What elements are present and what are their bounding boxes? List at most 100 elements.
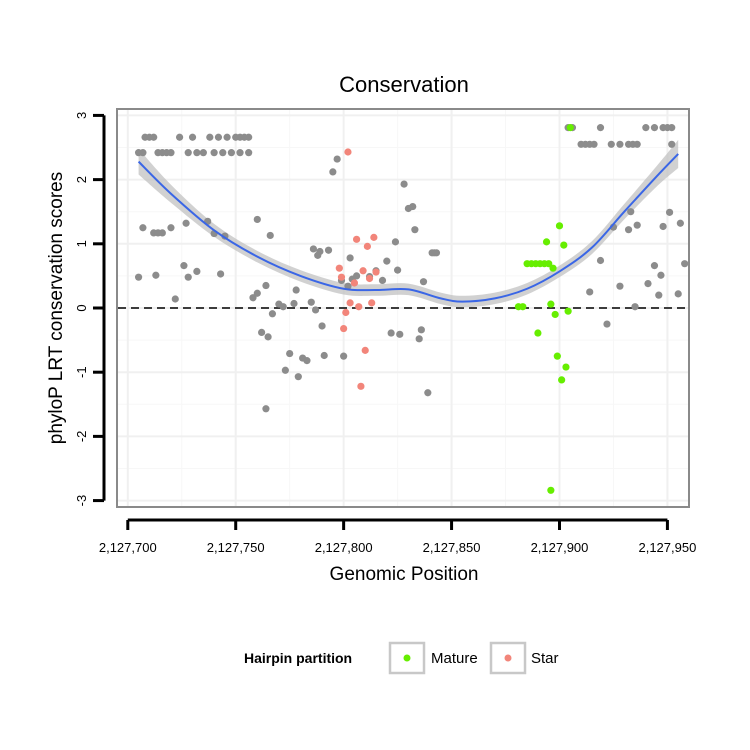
data-point-other: [184, 149, 192, 157]
data-point-other: [344, 282, 352, 290]
legend-label-mature: Mature: [431, 650, 478, 667]
data-point-other: [607, 140, 615, 148]
legend-title: Hairpin partition: [244, 650, 352, 666]
data-point-star: [337, 273, 346, 281]
legend: Hairpin partition Mature Star: [244, 641, 559, 675]
data-point-other: [603, 320, 611, 328]
smooth-trend-line: [137, 153, 679, 303]
data-point-other: [346, 254, 354, 262]
legend-swatch-mature: [403, 654, 411, 662]
data-point-star: [355, 303, 363, 311]
data-point-other: [292, 286, 300, 294]
data-point-star: [346, 299, 354, 307]
plot-panel: [116, 108, 690, 508]
data-point-other: [316, 247, 324, 256]
data-point-star: [365, 274, 374, 283]
x-axis: 2,127,700 2,127,750 2,127,800 2,127,850 2,12…: [99, 518, 696, 555]
data-point-other: [303, 357, 311, 365]
data-point-other: [188, 133, 197, 141]
data-point-other: [318, 322, 326, 330]
data-point-other: [253, 289, 261, 297]
data-point-star: [342, 308, 350, 317]
data-point-other: [171, 295, 179, 303]
data-point-star: [359, 267, 367, 275]
data-point-other: [340, 352, 348, 360]
legend-swatch-star: [504, 654, 512, 662]
data-point-other: [629, 140, 637, 148]
data-point-other: [182, 219, 190, 227]
data-point-other: [210, 149, 218, 157]
data-point-other: [417, 326, 425, 334]
data-point-other: [311, 306, 320, 314]
x-tick-label: 2,127,950: [638, 540, 696, 555]
data-point-other: [387, 329, 395, 337]
data-point-other: [167, 149, 175, 157]
x-tick-label: 2,127,750: [207, 540, 265, 555]
y-axis-title: phyloP LRT conservation scores: [46, 172, 67, 445]
data-point-other: [279, 303, 287, 311]
data-point-star: [370, 233, 378, 241]
x-tick-label: 2,127,700: [99, 540, 157, 555]
data-point-other: [236, 149, 244, 157]
data-point-star: [350, 279, 359, 287]
data-point-other: [590, 140, 598, 148]
data-point-other: [400, 180, 408, 188]
data-point-mature: [549, 264, 557, 272]
data-point-other: [245, 149, 253, 157]
data-point-other: [262, 405, 270, 413]
data-point-other: [668, 140, 676, 148]
data-point-other: [624, 226, 633, 234]
data-point-other: [419, 278, 428, 286]
data-point-other: [193, 267, 201, 276]
y-tick-label: -2: [74, 431, 89, 443]
data-point-other: [596, 256, 605, 265]
data-point-other: [668, 124, 676, 132]
data-point-star: [363, 242, 371, 250]
data-point-other: [134, 273, 143, 281]
y-tick-label: 3: [74, 112, 89, 119]
data-point-other: [415, 335, 423, 343]
data-point-mature: [519, 303, 527, 311]
data-point-other: [659, 222, 667, 231]
data-point-other: [616, 282, 624, 290]
data-point-other: [642, 124, 650, 132]
data-point-other: [650, 124, 659, 132]
data-point-star: [361, 346, 369, 354]
data-point-other: [281, 366, 289, 374]
data-point-star: [335, 264, 343, 272]
data-point-star: [357, 382, 365, 390]
data-point-other: [139, 149, 147, 157]
data-point-mature: [551, 310, 559, 319]
data-point-mature: [562, 363, 570, 371]
data-point-mature: [534, 329, 542, 337]
data-point-other: [180, 262, 188, 270]
data-point-other: [214, 133, 223, 141]
data-point-other: [320, 351, 328, 360]
data-point-other: [268, 310, 277, 318]
data-point-other: [139, 224, 147, 232]
data-point-mature: [558, 376, 566, 384]
data-point-other: [411, 226, 419, 234]
data-point-other: [158, 229, 166, 237]
data-point-other: [329, 168, 337, 176]
y-axis: -3 -2 -1 0 1 2 3: [74, 112, 106, 506]
data-point-other: [167, 224, 175, 232]
data-point-other: [266, 231, 274, 240]
data-point-other: [396, 330, 404, 338]
data-point-mature: [547, 300, 555, 308]
data-point-other: [294, 373, 302, 381]
data-point-other: [616, 140, 624, 148]
data-point-other: [309, 245, 318, 253]
data-point-mature: [560, 241, 568, 249]
data-point-other: [307, 298, 315, 306]
data-point-star: [368, 299, 376, 307]
data-point-other: [657, 271, 665, 279]
legend-label-star: Star: [531, 650, 559, 667]
x-tick-label: 2,127,850: [423, 540, 481, 555]
data-point-other: [206, 133, 214, 141]
data-point-other: [253, 215, 261, 224]
data-point-other: [631, 303, 639, 311]
data-point-star: [372, 268, 380, 276]
data-point-other: [184, 273, 192, 281]
